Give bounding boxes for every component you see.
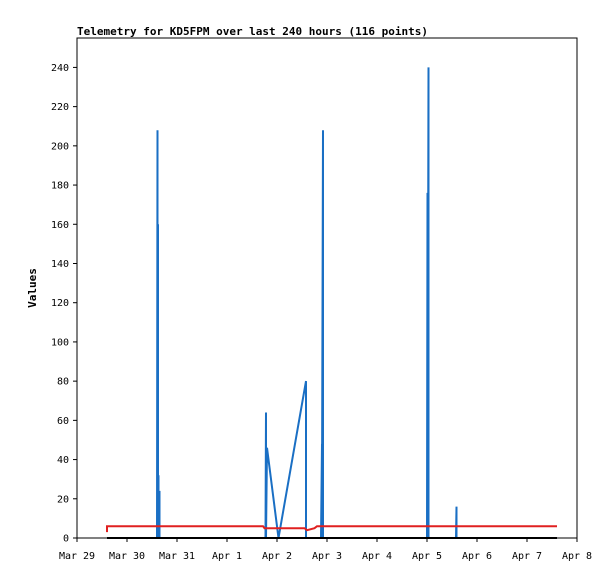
x-ticks: Mar 29 Mar 30 Mar 31 Apr 1 Apr 2 Apr 3 Apr 4 Ap… [59, 538, 592, 562]
x-tick-label: Apr 3 [312, 551, 342, 562]
x-tick-label: Apr 8 [562, 551, 592, 562]
x-tick-label: Apr 6 [462, 551, 492, 562]
x-tick-label: Mar 29 [59, 551, 95, 562]
x-tick-label: Mar 30 [109, 551, 145, 562]
x-tick-label: Apr 5 [412, 551, 442, 562]
series-group [106, 67, 557, 539]
y-tick-label: 180 [51, 181, 69, 192]
y-tick-label: 100 [51, 337, 69, 348]
series-line-2 [106, 525, 557, 533]
plot-area [76, 37, 578, 539]
chart-title: Telemetry for KD5FPM over last 240 hours… [77, 25, 428, 38]
x-tick-label: Apr 4 [362, 551, 392, 562]
y-tick-label: 140 [51, 259, 69, 270]
x-tick-label: Mar 31 [159, 551, 195, 562]
y-tick-label: 20 [57, 494, 69, 505]
y-tick-label: 0 [63, 534, 69, 545]
y-tick-label: 200 [51, 141, 69, 152]
y-tick-label: 60 [57, 416, 69, 427]
x-tick-label: Apr 7 [512, 551, 542, 562]
y-tick-label: 80 [57, 377, 69, 388]
y-tick-label: 120 [51, 298, 69, 309]
y-tick-label: 160 [51, 220, 69, 231]
x-tick-label: Apr 1 [212, 551, 242, 562]
y-ticks: 0 20 40 60 80 100 120 140 160 180 200 220 240 [51, 63, 77, 545]
series-line-1 [156, 67, 458, 539]
y-axis-label: Values [26, 268, 39, 308]
x-tick-label: Apr 2 [262, 551, 292, 562]
y-tick-label: 40 [57, 455, 69, 466]
y-tick-label: 220 [51, 102, 69, 113]
y-tick-label: 240 [51, 63, 69, 74]
